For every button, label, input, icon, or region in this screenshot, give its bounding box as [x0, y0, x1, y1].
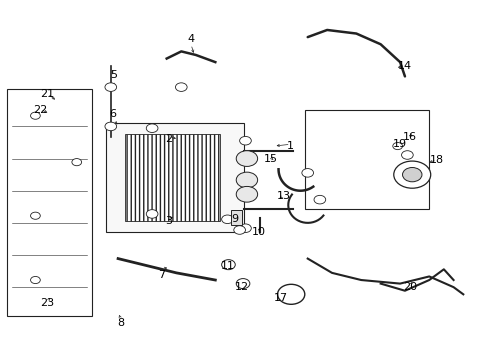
- Text: 6: 6: [109, 109, 117, 119]
- Circle shape: [236, 186, 257, 202]
- Circle shape: [313, 195, 325, 204]
- Bar: [106, 123, 244, 232]
- Text: 18: 18: [428, 156, 443, 165]
- Circle shape: [402, 167, 421, 182]
- Text: 2: 2: [165, 134, 172, 144]
- Text: 22: 22: [33, 105, 47, 115]
- Circle shape: [221, 260, 235, 270]
- Circle shape: [236, 279, 249, 289]
- Bar: [305, 111, 428, 208]
- Text: 5: 5: [109, 69, 117, 80]
- Circle shape: [277, 284, 304, 304]
- Circle shape: [239, 224, 251, 233]
- Text: 16: 16: [402, 132, 416, 142]
- Text: 7: 7: [158, 270, 165, 280]
- Circle shape: [236, 151, 257, 166]
- Bar: [7, 89, 92, 316]
- Circle shape: [30, 112, 40, 119]
- Text: 17: 17: [273, 293, 287, 303]
- Text: 19: 19: [392, 139, 407, 149]
- Text: 13: 13: [276, 191, 290, 201]
- Text: 4: 4: [187, 34, 194, 44]
- Bar: [125, 134, 220, 221]
- Circle shape: [105, 122, 116, 131]
- Circle shape: [146, 124, 158, 132]
- Text: 21: 21: [41, 89, 55, 99]
- Circle shape: [301, 168, 313, 177]
- Text: 9: 9: [231, 214, 238, 224]
- Circle shape: [406, 161, 417, 170]
- Circle shape: [146, 210, 158, 218]
- Circle shape: [105, 83, 116, 91]
- Circle shape: [239, 136, 251, 145]
- Circle shape: [236, 172, 257, 188]
- Circle shape: [221, 215, 233, 224]
- Circle shape: [175, 83, 187, 91]
- Circle shape: [393, 161, 430, 188]
- Text: 23: 23: [41, 298, 55, 308]
- Circle shape: [233, 226, 245, 234]
- Circle shape: [30, 276, 40, 284]
- Text: 12: 12: [235, 282, 248, 292]
- Text: 10: 10: [252, 227, 265, 237]
- Text: 1: 1: [286, 141, 294, 151]
- Circle shape: [72, 158, 81, 166]
- Circle shape: [401, 151, 412, 159]
- Text: 20: 20: [402, 282, 416, 292]
- Text: 3: 3: [165, 216, 172, 226]
- Circle shape: [30, 212, 40, 219]
- Text: 14: 14: [397, 61, 411, 71]
- Text: 15: 15: [264, 154, 278, 163]
- Text: 11: 11: [220, 261, 234, 271]
- Bar: [231, 210, 242, 225]
- Circle shape: [392, 143, 402, 150]
- Text: 8: 8: [117, 318, 124, 328]
